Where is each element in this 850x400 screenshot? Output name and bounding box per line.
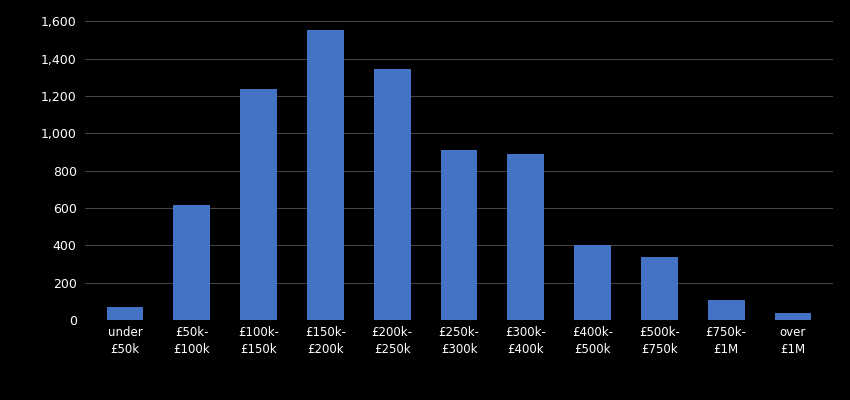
Bar (107, 307, 144, 320)
Bar (173, 205, 210, 320)
Bar (307, 30, 343, 320)
Bar (708, 300, 745, 320)
Bar (241, 90, 277, 320)
Bar (575, 245, 611, 320)
Bar (507, 154, 544, 320)
Bar (374, 69, 411, 320)
Bar (440, 150, 478, 320)
Bar (774, 312, 811, 320)
Bar (641, 258, 677, 320)
